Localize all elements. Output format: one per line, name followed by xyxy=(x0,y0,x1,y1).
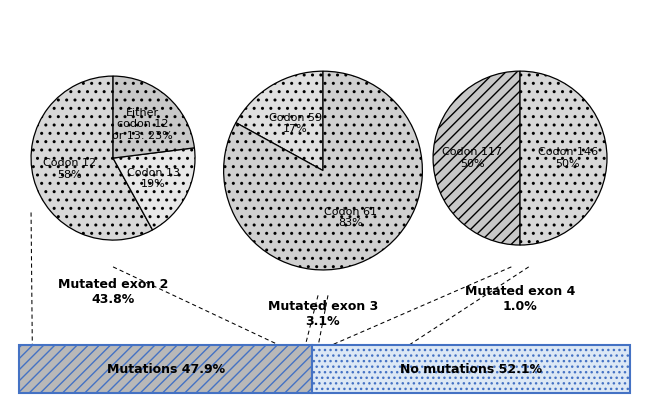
Wedge shape xyxy=(113,76,194,158)
Text: Codon 59
17%: Codon 59 17% xyxy=(269,113,322,134)
Text: Codon 61
83%: Codon 61 83% xyxy=(324,207,377,228)
Wedge shape xyxy=(236,71,323,171)
Text: Codon 117
50%: Codon 117 50% xyxy=(442,147,502,169)
Text: Codon 13
19%: Codon 13 19% xyxy=(127,168,180,189)
Wedge shape xyxy=(113,148,195,230)
Text: Either
codon 12
or 13: 23%: Either codon 12 or 13: 23% xyxy=(112,108,173,141)
Text: Mutated exon 2
43.8%: Mutated exon 2 43.8% xyxy=(58,278,168,306)
Bar xyxy=(312,345,630,393)
Wedge shape xyxy=(520,71,607,245)
Wedge shape xyxy=(224,71,422,270)
Wedge shape xyxy=(433,71,520,245)
Text: Mutated exon 4
1.0%: Mutated exon 4 1.0% xyxy=(465,285,575,313)
Text: Codon 12
58%: Codon 12 58% xyxy=(43,158,96,180)
Text: Codon 146
50%: Codon 146 50% xyxy=(538,147,598,169)
Wedge shape xyxy=(31,76,152,240)
Text: No mutations 52.1%: No mutations 52.1% xyxy=(400,363,542,376)
Text: Mutations 47.9%: Mutations 47.9% xyxy=(107,363,225,376)
Bar xyxy=(19,345,312,393)
Text: Mutated exon 3
3.1%: Mutated exon 3 3.1% xyxy=(268,300,378,328)
